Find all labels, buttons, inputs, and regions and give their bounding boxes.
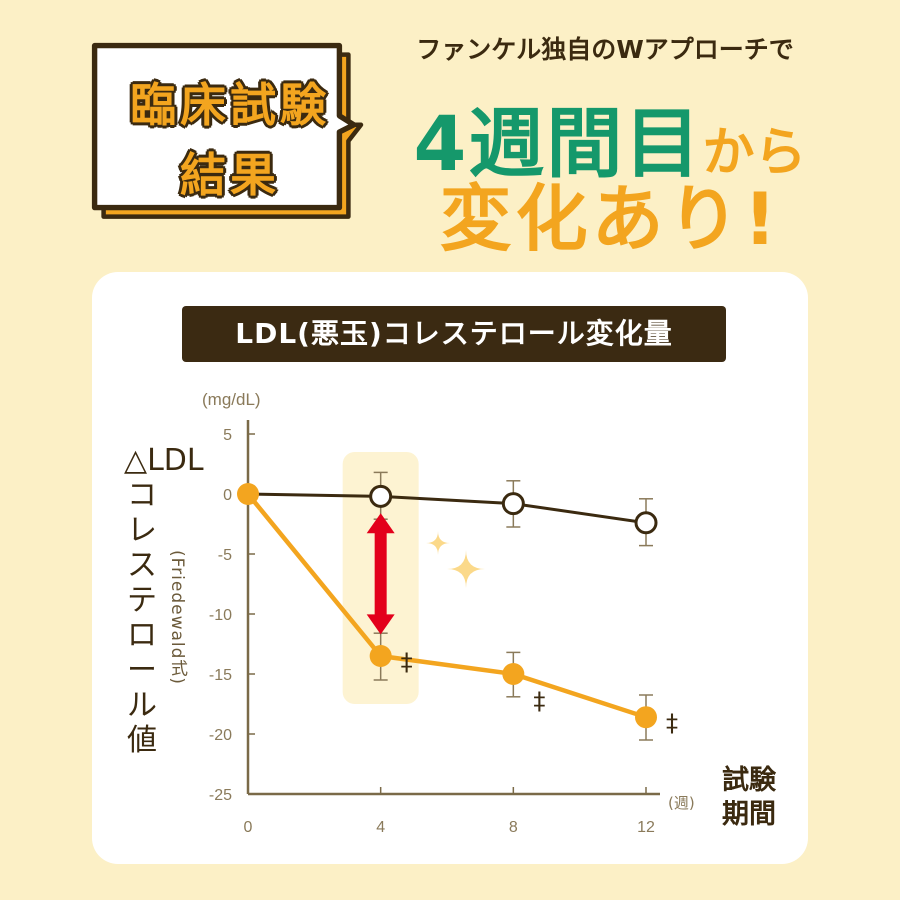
data-point-treatment — [502, 663, 525, 685]
callout-line-2: 結果 — [180, 148, 280, 202]
x-tick-label: 0 — [244, 819, 253, 836]
y-tick-label: -10 — [209, 607, 232, 624]
sparkle-icon — [447, 550, 485, 588]
data-point-treatment — [635, 706, 657, 729]
y-tick-label: -20 — [209, 727, 232, 744]
y-tick-label: 5 — [223, 427, 232, 444]
callout-bubble — [91, 42, 364, 219]
y-tick-label: -15 — [209, 667, 232, 684]
y-tick-label: -5 — [218, 547, 232, 564]
callout-line-1: 臨床試験 — [130, 78, 330, 132]
headline-line-2: 変化あり! — [439, 177, 781, 261]
headline-from: から — [702, 123, 807, 183]
sparkle-icon — [426, 531, 450, 555]
data-point-treatment — [237, 483, 259, 505]
y-tick-label: -25 — [209, 787, 232, 804]
x-tick-label: 4 — [376, 819, 385, 836]
data-point-control — [501, 492, 525, 516]
series-line — [246, 492, 647, 720]
x-axis-label: 試験期間 — [722, 765, 776, 830]
y-axis-note: (Friedewald式) — [167, 550, 187, 686]
significance-mark: ‡ — [533, 687, 545, 715]
chart-card — [92, 272, 808, 864]
headline-emphasis: 4週間目 — [413, 99, 703, 188]
headline-line-1: 4週間目から — [400, 82, 820, 192]
significance-mark: ‡ — [666, 709, 678, 737]
double-arrow-icon — [366, 513, 395, 635]
data-point-control — [369, 484, 393, 508]
significance-mark: ‡ — [401, 648, 413, 676]
headline-subtitle: ファンケル独自のWアプローチで — [416, 35, 794, 64]
callout-text: 臨床試験 結果 — [92, 70, 368, 210]
series-line — [247, 492, 647, 525]
x-tick-label: 8 — [509, 819, 518, 836]
data-point-treatment — [369, 645, 392, 667]
data-point-control — [634, 511, 658, 535]
y-tick-label: 0 — [223, 487, 232, 504]
chart-title: LDL(悪玉)コレステロール変化量 — [182, 306, 726, 362]
y-unit-label: (mg/dL) — [202, 390, 261, 409]
x-unit-label: (週) — [668, 794, 695, 812]
x-tick-label: 12 — [637, 819, 655, 836]
